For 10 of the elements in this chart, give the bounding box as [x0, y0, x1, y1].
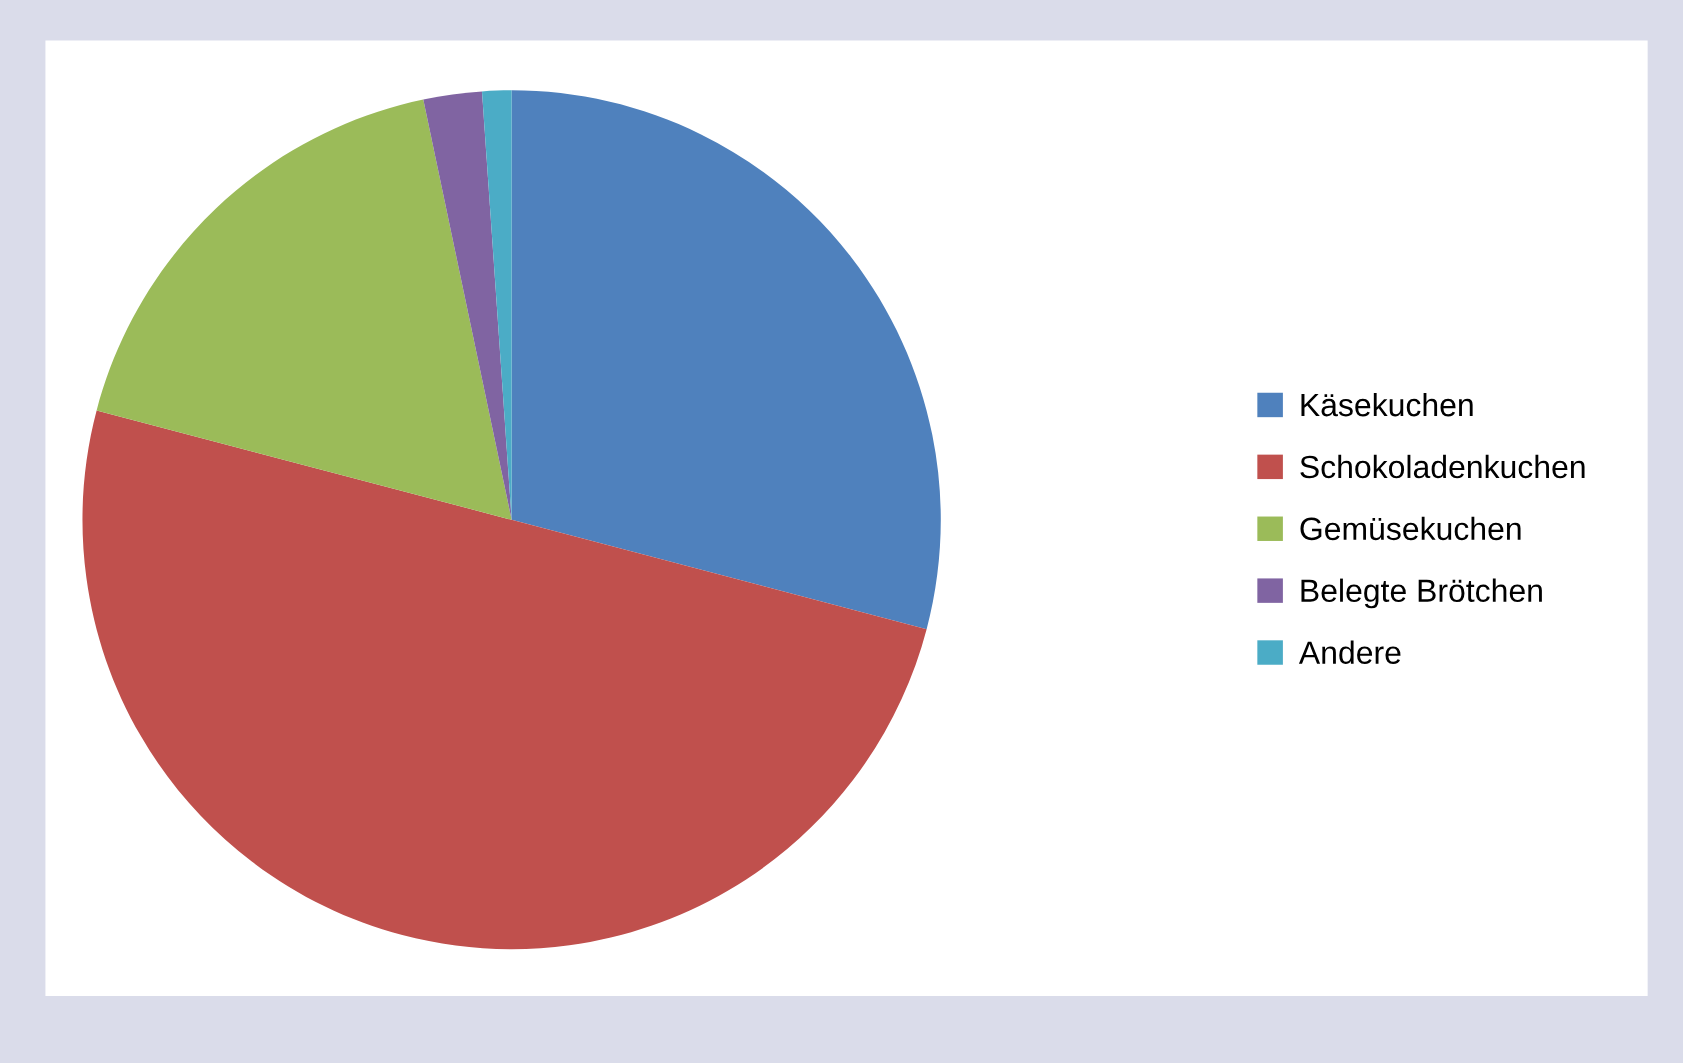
legend-label: Andere	[1298, 640, 1401, 664]
pie-slice	[96, 99, 512, 520]
pie-slice	[511, 90, 941, 630]
legend-label: Gemüsekuchen	[1300, 516, 1521, 541]
legend-label: Käsekuchen	[1301, 392, 1473, 417]
legend-label: Belegte Brötchen	[1301, 578, 1542, 609]
pie-slice	[481, 90, 512, 520]
legend-label: Schokoladenkuchen	[1300, 454, 1585, 479]
pie-slice	[423, 91, 512, 520]
pie-slice	[82, 410, 927, 950]
